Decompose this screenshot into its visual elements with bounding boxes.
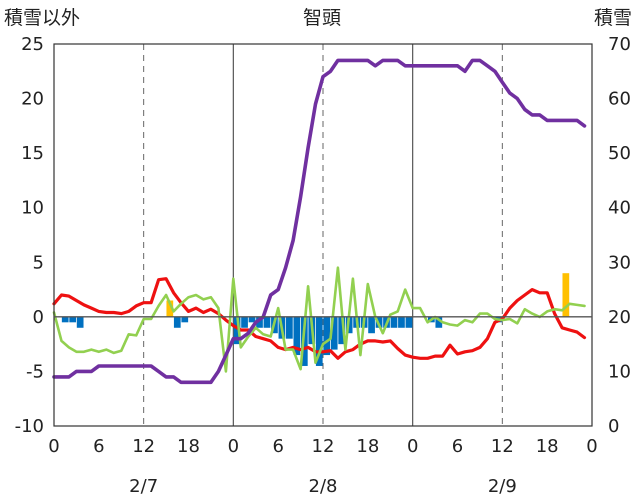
bar-3 (76, 316, 84, 328)
y-right-tick: 20 (608, 307, 631, 328)
x-tick: 0 (407, 436, 418, 457)
x-tick: 0 (586, 436, 597, 457)
bar-26 (248, 316, 256, 323)
bar-46 (398, 316, 405, 328)
series-lines (52, 58, 587, 385)
x-tick: 18 (356, 436, 379, 457)
bar-38 (338, 316, 346, 345)
bar-37 (330, 316, 338, 350)
y-left-tick: 25 (21, 34, 44, 55)
y-right-tick: 40 (608, 198, 631, 219)
bar-28 (263, 316, 271, 328)
y-right-tick: 50 (608, 143, 631, 164)
x-tick: 18 (177, 436, 200, 457)
grid (143, 44, 503, 426)
y-right-tick: 0 (608, 416, 619, 437)
y-left-tick: -10 (15, 416, 44, 437)
series-green (52, 266, 586, 373)
y-right-tick: 10 (608, 361, 631, 382)
x-tick: 0 (228, 436, 239, 457)
date-label: 2/7 (129, 476, 158, 497)
bar-31 (286, 316, 293, 339)
y-left-tick: -5 (26, 361, 44, 382)
y-left-tick: 20 (21, 89, 44, 110)
bar-35 (315, 316, 323, 366)
bar-17 (181, 316, 189, 323)
bar-25 (241, 316, 248, 328)
bar-51 (435, 316, 443, 328)
bar-1 (61, 316, 69, 323)
y-left-tick: 15 (21, 143, 44, 164)
bar-24 (233, 316, 241, 345)
x-tick: 6 (452, 436, 463, 457)
bar-15 (166, 300, 174, 317)
date-label: 2/8 (309, 476, 338, 497)
bar-42 (368, 316, 375, 334)
right-axis-label: 積雪 (594, 7, 632, 29)
x-tick: 12 (132, 436, 155, 457)
y-right-tick: 70 (608, 34, 631, 55)
x-tick: 18 (536, 436, 559, 457)
x-tick: 12 (312, 436, 335, 457)
y-left-tick: 5 (33, 252, 44, 273)
axes (53, 43, 593, 427)
x-tick: 6 (93, 436, 104, 457)
bar-45 (390, 316, 398, 328)
x-tick: 6 (272, 436, 283, 457)
plot-frame (53, 43, 593, 427)
bar-68 (562, 273, 570, 317)
bar-32 (293, 316, 301, 356)
y-right-tick: 30 (608, 252, 631, 273)
bar-27 (256, 316, 263, 328)
bar-36 (323, 316, 331, 356)
bar-16 (173, 316, 181, 328)
y-right-tick: 60 (608, 89, 631, 110)
series-purple (52, 58, 587, 385)
x-tick: 0 (48, 436, 59, 457)
y-left-tick: 0 (33, 307, 44, 328)
x-tick: 12 (491, 436, 514, 457)
date-label: 2/9 (488, 476, 517, 497)
chart-title: 智頭 (303, 7, 341, 29)
y-left-tick: 10 (21, 198, 44, 219)
left-axis-label: 積雪以外 (4, 7, 80, 29)
bar-47 (405, 316, 413, 328)
bar-2 (69, 316, 77, 323)
